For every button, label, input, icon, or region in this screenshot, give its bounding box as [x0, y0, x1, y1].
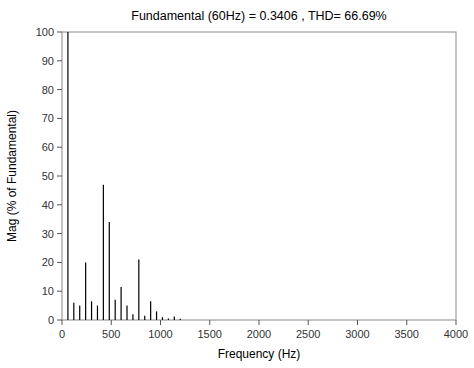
y-tick-label: 0	[48, 314, 54, 326]
stem	[103, 185, 104, 320]
y-tick	[57, 147, 62, 148]
x-tick-label: 0	[59, 328, 65, 340]
stem	[97, 306, 98, 320]
y-tick-label: 60	[42, 141, 54, 153]
y-axis-label: Mag (% of Fundamental)	[5, 110, 19, 242]
x-tick-label: 3000	[345, 328, 369, 340]
y-tick	[57, 233, 62, 234]
y-tick-label: 40	[42, 199, 54, 211]
y-tick	[57, 32, 62, 33]
y-tick-label: 90	[42, 55, 54, 67]
y-tick-label: 10	[42, 285, 54, 297]
y-tick	[57, 118, 62, 119]
y-tick-label: 80	[42, 84, 54, 96]
title: Fundamental (60Hz) = 0.3406 , THD= 66.69…	[131, 9, 386, 23]
x-tick	[357, 320, 358, 325]
x-tick	[406, 320, 407, 325]
stem	[67, 32, 68, 320]
y-tick-label: 50	[42, 170, 54, 182]
y-tick	[57, 262, 62, 263]
x-tick-label: 3500	[395, 328, 419, 340]
stem	[144, 316, 145, 320]
y-tick-label: 70	[42, 112, 54, 124]
x-tick-label: 2500	[296, 328, 320, 340]
stem	[120, 287, 121, 320]
chart: 0 500 1000 1500 2000 2500 3000 3500 4000 0 10 20 30 4…	[0, 0, 474, 368]
stem	[180, 319, 181, 320]
stems	[68, 32, 180, 320]
stem	[168, 319, 169, 320]
y-tick	[57, 60, 62, 61]
x-tick	[160, 320, 161, 325]
x-tick	[259, 320, 260, 325]
y-tick	[57, 291, 62, 292]
stem	[138, 260, 139, 320]
plot-frame	[62, 32, 456, 320]
x-tick-label: 1500	[198, 328, 222, 340]
stem	[126, 306, 127, 320]
x-tick	[209, 320, 210, 325]
stem	[156, 311, 157, 320]
stem	[132, 314, 133, 320]
x-tick-label: 500	[102, 328, 120, 340]
x-tick	[62, 320, 63, 325]
y-tick-label: 100	[36, 26, 54, 38]
x-tick-label: 2000	[247, 328, 271, 340]
stem	[91, 301, 92, 320]
stem	[79, 306, 80, 320]
stem	[150, 301, 151, 320]
x-tick-label: 4000	[444, 328, 468, 340]
x-axis-label: Frequency (Hz)	[218, 347, 301, 361]
x-tick-label: 1000	[148, 328, 172, 340]
stem	[162, 317, 163, 320]
y-tick	[57, 320, 62, 321]
y-tick-label: 20	[42, 256, 54, 268]
stem	[115, 300, 116, 320]
stem	[109, 222, 110, 320]
y-tick	[57, 176, 62, 177]
x-tick	[308, 320, 309, 325]
stem	[73, 303, 74, 320]
stem	[85, 262, 86, 320]
y-tick	[57, 204, 62, 205]
x-tick	[456, 320, 457, 325]
x-tick	[111, 320, 112, 325]
stem	[174, 317, 175, 320]
y-tick	[57, 89, 62, 90]
y-tick-label: 30	[42, 228, 54, 240]
